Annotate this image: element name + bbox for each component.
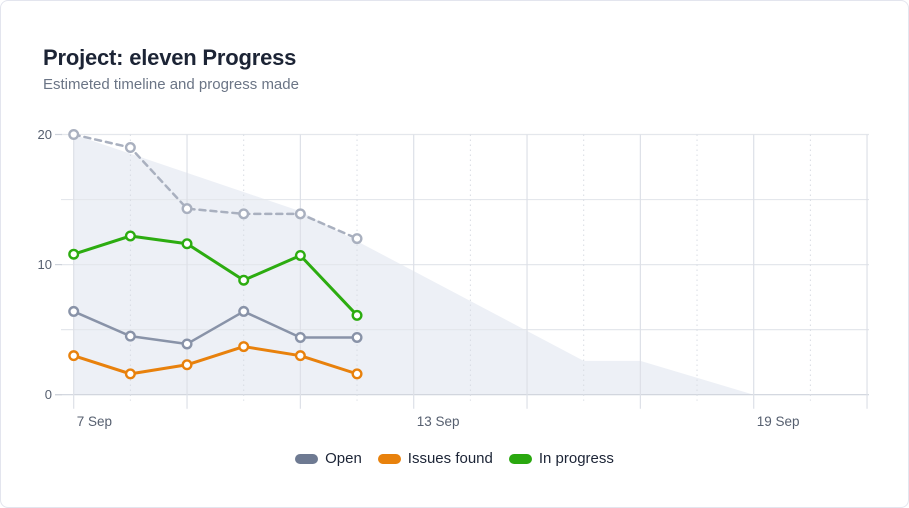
data-point	[238, 341, 250, 353]
series-line-in-progress	[72, 234, 359, 317]
legend-label: Open	[325, 450, 362, 467]
legend-swatch-icon	[508, 453, 532, 464]
legend-item-issues-found[interactable]: Issues found	[377, 450, 493, 467]
legend-item-in-progress[interactable]: In progress	[508, 450, 614, 467]
data-point	[351, 309, 363, 321]
series-line-issues-found	[72, 345, 359, 376]
legend-swatch-icon	[377, 453, 401, 464]
series-line-estimated-timeline	[72, 133, 359, 240]
legend-label: In progress	[538, 450, 614, 467]
progress-line-chart[interactable]: 0 10 20 7 Sep 13 Sep 19 Sep	[1, 121, 909, 441]
data-point	[294, 249, 306, 261]
data-point	[294, 331, 306, 343]
x-tick-label: 19 Sep	[757, 414, 800, 429]
data-point	[68, 248, 80, 260]
y-tick-label: 10	[38, 257, 52, 272]
legend-item-open[interactable]: Open	[295, 450, 362, 467]
data-point	[124, 142, 136, 154]
y-tick-label: 20	[38, 127, 52, 142]
data-point	[124, 330, 136, 342]
page-title: Project: eleven Progress	[43, 45, 297, 70]
data-point	[181, 203, 193, 215]
data-point	[294, 208, 306, 220]
data-point	[181, 338, 193, 350]
series-line-open	[72, 310, 359, 346]
page-subtitle: Estimeted timeline and progress made	[43, 76, 299, 93]
data-point	[294, 350, 306, 362]
data-point	[124, 230, 136, 242]
data-point	[181, 238, 193, 250]
chart-legend: Open Issues found In progress	[1, 450, 908, 467]
data-point	[238, 274, 250, 286]
y-tick-label: 0	[45, 387, 52, 402]
data-point	[68, 350, 80, 362]
data-point	[351, 233, 363, 245]
legend-label: Issues found	[407, 450, 493, 467]
data-point	[238, 305, 250, 317]
data-point	[351, 368, 363, 380]
x-tick-label: 7 Sep	[77, 414, 112, 429]
data-point	[181, 359, 193, 371]
x-tick-label: 13 Sep	[417, 414, 460, 429]
data-point	[238, 208, 250, 220]
data-point	[124, 368, 136, 380]
data-point	[68, 128, 80, 141]
data-point	[351, 331, 363, 343]
legend-swatch-icon	[295, 453, 319, 464]
data-point	[68, 305, 80, 317]
